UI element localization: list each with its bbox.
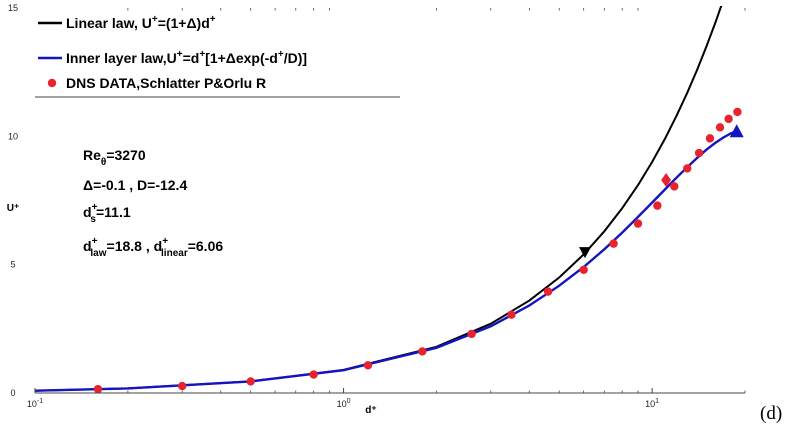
x-tick-exponent: -1 — [37, 398, 43, 405]
y-tick-label: 15 — [8, 3, 18, 13]
legend-text: =(1+Δ)d — [158, 15, 210, 31]
dns-data-point — [653, 201, 662, 210]
y-tick-label: 0 — [10, 388, 15, 398]
dns-data-point — [246, 377, 255, 386]
legend-superscript: + — [199, 49, 205, 60]
annotation-text: Δ=-0.1 , D=-12.4 — [83, 177, 187, 193]
annotation-value: =18.8 , d — [107, 238, 163, 254]
legend: Linear law, U+=(1+Δ)d+Inner layer law,U+… — [35, 14, 400, 98]
ds-marker — [661, 172, 672, 187]
y-axis-label: U⁺ — [7, 203, 20, 214]
annotation-value: =3270 — [106, 147, 146, 163]
y-tick-label: 10 — [8, 131, 18, 141]
dns-data-point — [670, 182, 679, 191]
legend-superscript: + — [177, 49, 183, 60]
annotation-base: d — [83, 204, 92, 220]
x-tick-label: 10-1 — [27, 398, 43, 409]
dns-data-point — [705, 134, 715, 143]
annotation-superscript: + — [162, 236, 168, 247]
annotation-line: d+ s=11.1 — [83, 202, 131, 225]
annotation-line: Δ=-0.1 , D=-12.4 — [83, 177, 187, 193]
annotation-base: Re — [83, 147, 101, 163]
dns-data-point — [93, 384, 103, 394]
legend-text: DNS DATA,Schlatter P&Orlu R — [66, 75, 266, 91]
dns-data-point — [178, 381, 187, 391]
plot-area — [35, 6, 744, 394]
x-tick-label: 101 — [645, 398, 659, 409]
annotation-subscript: θ — [101, 157, 106, 168]
legend-superscript: + — [152, 14, 158, 25]
dns-data-point — [309, 370, 318, 379]
annotation-value: =6.06 — [188, 238, 224, 254]
curves — [35, 6, 738, 392]
x-axis-label: d⁺ — [365, 405, 376, 416]
x-tick-base: 10 — [337, 399, 347, 409]
x-tick-exponent: 0 — [347, 398, 351, 405]
dns-data-point — [363, 361, 373, 370]
linear-end-marker — [578, 247, 591, 259]
annotation-line: Reθ=3270 — [83, 147, 146, 168]
legend-entry-text: Inner layer law,U+=d+[1+Δexp(-d+/D)] — [66, 49, 307, 66]
legend-text: =d — [183, 50, 200, 66]
legend-text: Linear law, U — [66, 15, 152, 31]
legend-entry-text: Linear law, U+=(1+Δ)d+ — [66, 14, 216, 31]
dns-data-point — [683, 164, 692, 173]
x-tick-exponent: 1 — [655, 398, 659, 405]
legend-text: [1+Δexp(-d — [205, 50, 278, 66]
dns-data-point — [543, 287, 553, 296]
annotation-superscript: + — [92, 236, 98, 247]
legend-entry-text: DNS DATA,Schlatter P&Orlu R — [66, 75, 266, 91]
dns-data-point — [633, 219, 643, 228]
legend-swatch-dot — [47, 78, 57, 88]
legend-text: /D)] — [284, 50, 307, 66]
legend-text: Inner layer law,U — [66, 50, 177, 66]
dns-data-point — [467, 329, 476, 339]
annotation-base: d — [83, 238, 92, 254]
legend-superscript: + — [278, 49, 284, 60]
x-tick-base: 10 — [27, 399, 37, 409]
annotation-subscript: s — [90, 214, 96, 225]
dns-data-point — [715, 123, 725, 132]
dns-data-point — [724, 114, 733, 124]
annotation-value: =11.1 — [96, 204, 131, 220]
dns-data-point — [694, 148, 704, 158]
dns-data-point — [733, 107, 742, 117]
x-tick-base: 10 — [645, 399, 655, 409]
inner-layer-law-line — [35, 130, 738, 392]
dns-data-point — [507, 310, 516, 319]
law-end-marker — [729, 124, 744, 138]
legend-superscript: + — [210, 14, 216, 25]
x-tick-label: 100 — [337, 398, 351, 409]
annotation-subscript: linear — [161, 248, 188, 259]
annotation-superscript: + — [92, 202, 98, 213]
dns-data-point — [418, 347, 427, 356]
annotation-subscript: law — [90, 248, 106, 259]
y-tick-label: 5 — [10, 260, 15, 270]
dns-data-point — [609, 239, 618, 248]
panel-label: (d) — [760, 403, 782, 424]
dns-data-point — [579, 265, 588, 274]
annotation-line: d+ law=18.8 , d+ linear=6.06 — [83, 236, 223, 259]
